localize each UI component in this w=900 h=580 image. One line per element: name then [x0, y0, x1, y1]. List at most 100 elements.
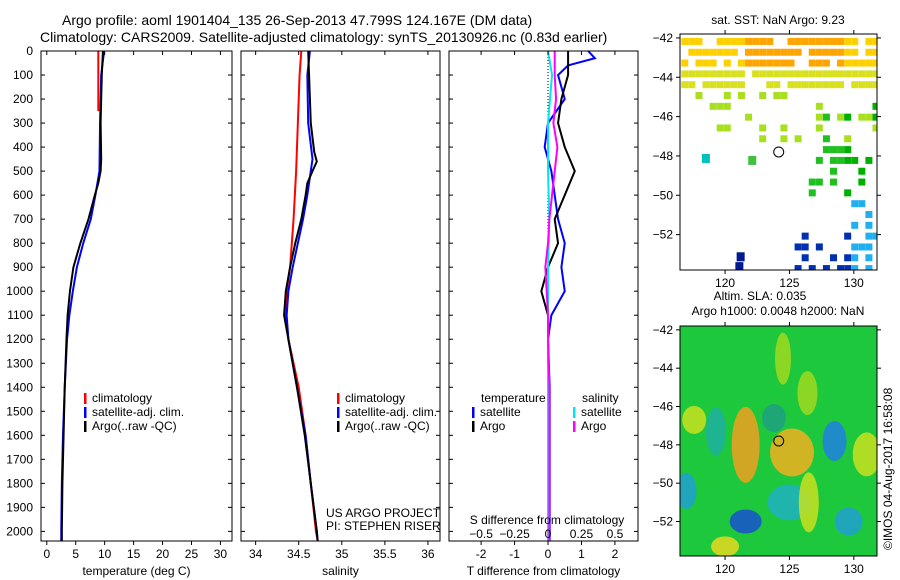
y-tick-label: 1600 [6, 428, 33, 442]
sst-cell [709, 48, 717, 56]
sla-anomaly-blob [711, 536, 740, 556]
lat-tick-label: −46 [653, 400, 674, 414]
temperature-frame [40, 50, 233, 542]
sst-cell [752, 59, 760, 67]
legend-label: climatology [345, 391, 405, 405]
sst-cell [851, 59, 859, 67]
lat-tick-label: −48 [653, 438, 674, 452]
legend-label: Argo [480, 419, 506, 433]
y-tick-label: 1400 [6, 380, 33, 394]
sst-cell [844, 48, 852, 56]
sst-cell [752, 37, 760, 45]
x-tick-label: 1 [578, 547, 585, 561]
sst-cell [723, 81, 731, 89]
sst-cell [872, 124, 877, 132]
series-argo-raw-qc- [60, 50, 104, 541]
sst-cell [851, 265, 859, 270]
sst-cell [815, 178, 823, 186]
x-axis-label: temperature (deg C) [82, 564, 190, 578]
sla-anomaly-blob [852, 432, 877, 477]
sst-cell [736, 252, 745, 262]
sst-cell [822, 59, 830, 67]
sst-cell [730, 37, 738, 45]
sst-cell [815, 156, 823, 164]
s-tick-label: 0.25 [570, 527, 594, 541]
sst-cell [794, 135, 802, 143]
sst-cell [787, 37, 795, 45]
sst-cell [801, 81, 809, 89]
sst-cell [695, 37, 703, 45]
sst-cell [872, 232, 877, 240]
sst-cell [735, 262, 744, 270]
argo-location-marker [773, 146, 785, 158]
pi-annotation: PI: STEPHEN RISER [326, 519, 441, 533]
sst-cell [837, 59, 845, 67]
legend-swatch [472, 407, 475, 418]
sst-cell [808, 178, 816, 186]
sst-cell [745, 59, 753, 67]
sst-cell [851, 221, 859, 229]
sst-cell [709, 70, 717, 78]
sst-cell [766, 70, 774, 78]
lon-tick-label: 130 [844, 276, 864, 290]
sst-cell [851, 37, 859, 45]
sst-cell [794, 243, 802, 251]
sst-cell [844, 156, 852, 164]
sst-cell [709, 102, 717, 110]
sst-cell [837, 37, 845, 45]
sst-cell [865, 37, 873, 45]
sst-cell [730, 48, 738, 56]
y-tick-label: 1000 [6, 284, 33, 298]
sst-cell [801, 70, 809, 78]
lat-tick-label: −46 [653, 110, 674, 124]
sst-cell [723, 92, 731, 100]
sst-cell [837, 81, 845, 89]
y-tick-label: 100 [13, 68, 33, 82]
top-axis-label: S difference from climatology [470, 513, 625, 527]
series-satellite-adj-clim- [60, 50, 106, 541]
sst-cell [844, 254, 852, 262]
sst-cell [702, 81, 710, 89]
sst-cell [865, 211, 873, 218]
sst-cell [851, 81, 859, 89]
temperature-panel: 0 5 10 15 20 25 30 temperature (deg C) 0 100 200 30… [6, 44, 233, 578]
sst-cell [822, 81, 830, 89]
sst-cell [766, 81, 774, 89]
sst-cell [773, 81, 781, 89]
x-axis-label: salinity [322, 564, 359, 578]
y-tick-label: 600 [13, 188, 33, 202]
sst-cell [808, 81, 816, 89]
sst-cell [837, 48, 845, 56]
sst-cell [701, 153, 710, 163]
sla-map-subtitle: Argo h1000: 0.0048 h2000: NaN [692, 304, 865, 318]
sst-cell [801, 254, 809, 262]
sla-anomaly-blob [680, 472, 697, 509]
sst-cell [766, 59, 774, 67]
sst-cell [830, 178, 838, 186]
lat-tick-label: −42 [653, 31, 674, 45]
sst-cell [787, 70, 795, 78]
sst-cell [815, 59, 823, 67]
y-tick-label: 1300 [6, 356, 33, 370]
sst-cell [822, 135, 830, 143]
sst-cell [716, 124, 724, 132]
sst-cell [851, 70, 859, 78]
sst-cell [830, 70, 838, 78]
lat-tick-label: −44 [653, 361, 674, 375]
sst-cell [716, 37, 724, 45]
sst-cell [780, 92, 788, 100]
sst-cell [808, 37, 816, 45]
sst-cell [752, 70, 760, 78]
sst-cell [745, 48, 753, 56]
x-axis-label: T difference from climatology [467, 564, 621, 578]
sst-cell [865, 265, 873, 270]
sst-cell [730, 81, 738, 89]
sst-cell [681, 37, 689, 45]
y-tick-label: 1700 [6, 452, 33, 466]
sst-cell [865, 221, 873, 229]
sla-anomaly-blob [822, 421, 847, 461]
sst-cell [830, 37, 838, 45]
sst-cell [815, 48, 823, 56]
